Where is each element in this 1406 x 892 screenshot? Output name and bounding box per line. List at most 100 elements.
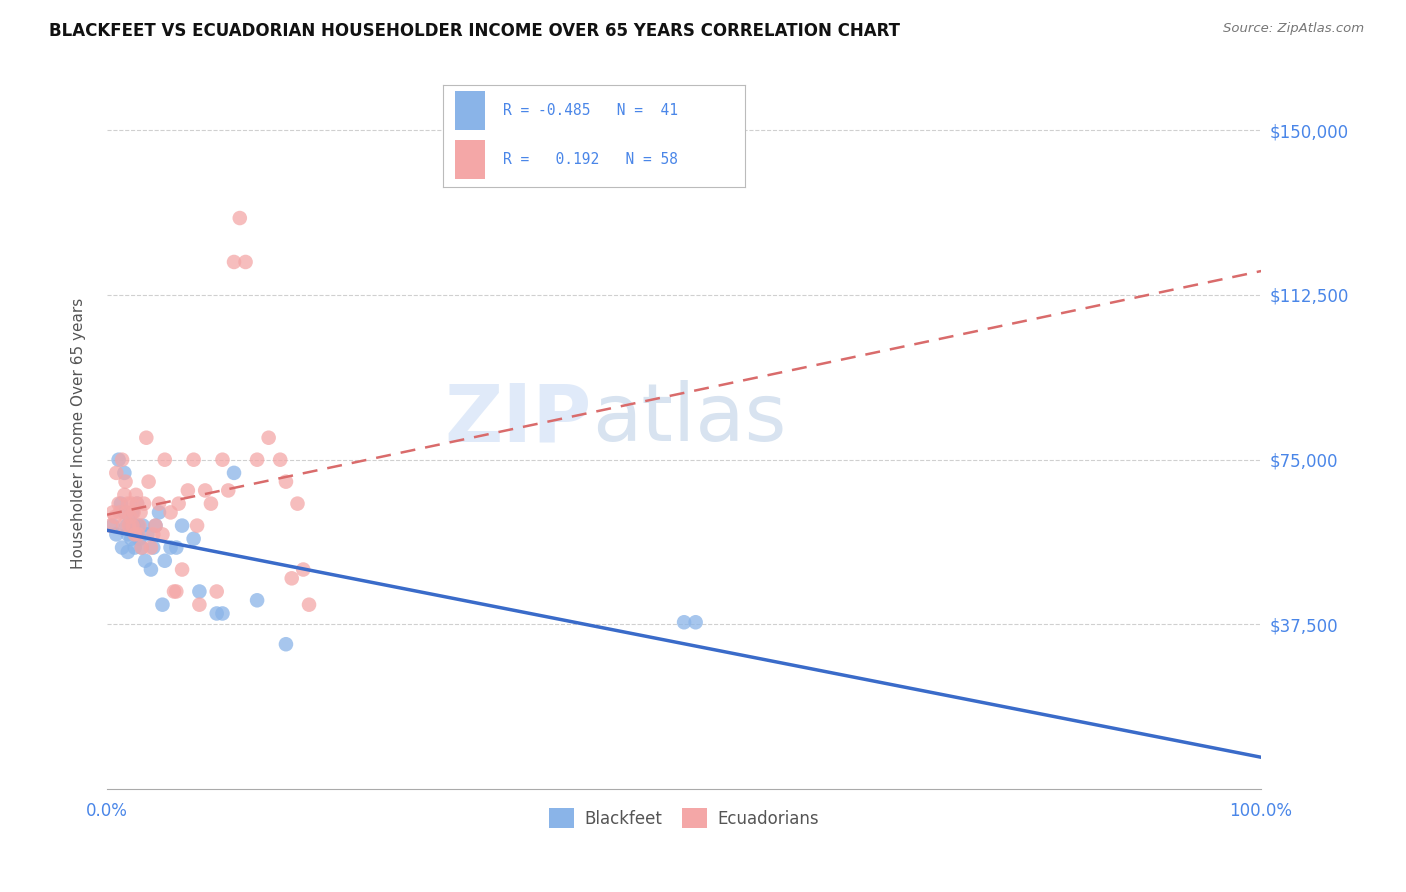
Point	[138, 475, 160, 489]
Point	[124, 541, 146, 555]
Point	[142, 527, 165, 541]
Point	[105, 527, 128, 541]
Point	[105, 466, 128, 480]
Point	[274, 475, 297, 489]
Point	[229, 211, 252, 225]
Point	[298, 598, 321, 612]
Point	[122, 518, 145, 533]
Point	[211, 607, 233, 621]
Point	[101, 505, 124, 519]
Point	[112, 488, 135, 502]
Point	[134, 554, 156, 568]
Point	[125, 497, 148, 511]
Point	[104, 509, 127, 524]
Point	[177, 483, 200, 498]
Point	[127, 527, 149, 541]
Point	[152, 527, 174, 541]
Text: R = -0.485   N =  41: R = -0.485 N = 41	[503, 103, 678, 118]
Point	[152, 598, 174, 612]
Point	[118, 518, 141, 533]
Point	[188, 584, 211, 599]
Text: R =   0.192   N = 58: R = 0.192 N = 58	[503, 153, 678, 167]
Point	[122, 505, 145, 519]
Point	[131, 541, 153, 555]
Point	[274, 637, 297, 651]
Point	[159, 505, 181, 519]
Point	[121, 505, 143, 519]
Point	[200, 497, 222, 511]
Point	[167, 497, 190, 511]
Point	[108, 505, 131, 519]
Point	[120, 532, 142, 546]
Point	[111, 541, 134, 555]
Text: ZIP: ZIP	[444, 380, 592, 458]
Point	[145, 518, 167, 533]
Point	[222, 255, 245, 269]
Point	[128, 518, 150, 533]
Point	[163, 584, 186, 599]
Point	[148, 497, 170, 511]
Point	[112, 466, 135, 480]
Point	[107, 452, 129, 467]
Point	[257, 431, 280, 445]
Point	[235, 255, 257, 269]
Point	[115, 518, 138, 533]
Y-axis label: Householder Income Over 65 years: Householder Income Over 65 years	[72, 298, 86, 569]
Point	[246, 593, 269, 607]
Point	[186, 518, 208, 533]
Point	[139, 562, 162, 576]
Text: atlas: atlas	[592, 380, 786, 458]
Point	[280, 571, 302, 585]
Point	[145, 518, 167, 533]
Point	[205, 584, 228, 599]
Point	[188, 598, 211, 612]
Point	[132, 518, 155, 533]
Point	[132, 497, 155, 511]
Point	[142, 541, 165, 555]
Point	[165, 584, 187, 599]
Point	[673, 615, 696, 630]
Point	[120, 497, 142, 511]
Point	[131, 541, 153, 555]
Point	[246, 452, 269, 467]
Point	[124, 527, 146, 541]
Legend: Blackfeet, Ecuadorians: Blackfeet, Ecuadorians	[543, 802, 825, 834]
Text: BLACKFEET VS ECUADORIAN HOUSEHOLDER INCOME OVER 65 YEARS CORRELATION CHART: BLACKFEET VS ECUADORIAN HOUSEHOLDER INCO…	[49, 22, 900, 40]
Point	[172, 562, 194, 576]
Point	[117, 497, 139, 511]
Point	[125, 527, 148, 541]
Point	[125, 497, 148, 511]
Point	[120, 518, 142, 533]
Point	[136, 527, 159, 541]
Point	[194, 483, 217, 498]
Point	[127, 518, 149, 533]
Point	[159, 541, 181, 555]
Point	[125, 488, 148, 502]
Point	[129, 505, 152, 519]
Point	[114, 475, 136, 489]
Point	[222, 466, 245, 480]
Point	[217, 483, 239, 498]
Point	[287, 497, 309, 511]
Point	[112, 518, 135, 533]
Point	[292, 562, 315, 576]
Point	[100, 518, 122, 533]
Point	[183, 452, 205, 467]
Point	[115, 505, 138, 519]
Point	[117, 527, 139, 541]
Bar	[456, 140, 485, 179]
Point	[120, 509, 142, 524]
Text: Source: ZipAtlas.com: Source: ZipAtlas.com	[1223, 22, 1364, 36]
Point	[101, 518, 124, 533]
Point	[128, 532, 150, 546]
Point	[107, 497, 129, 511]
Point	[165, 541, 187, 555]
Point	[121, 518, 143, 533]
Point	[685, 615, 707, 630]
Point	[211, 452, 233, 467]
Point	[153, 452, 176, 467]
Point	[269, 452, 291, 467]
Point	[135, 431, 157, 445]
Point	[205, 607, 228, 621]
Point	[172, 518, 194, 533]
